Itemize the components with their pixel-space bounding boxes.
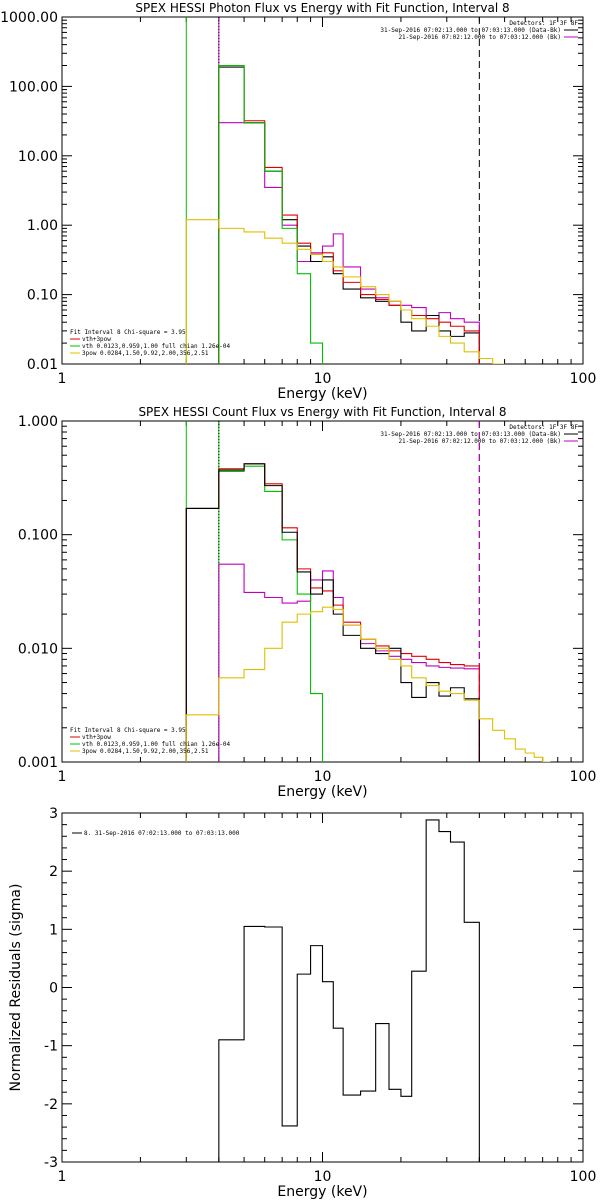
legend-entry: vth 0.0123,0.959,1.00 full chian 1.26e-0… [82, 343, 230, 350]
y-tick-label: 0 [49, 981, 58, 997]
legend-entry: 31-Sep-2016 07:02:13.000 to 07:03:13.000… [380, 27, 561, 34]
x-tick-label: 1 [58, 769, 67, 785]
y-tick-label: 3 [49, 806, 58, 822]
legend-entry: 8. 31-Sep-2016 07:02:13.000 to 07:03:13.… [84, 830, 240, 837]
chart-count: SPEX HESSI Count Flux vs Energy with Fit… [18, 405, 596, 800]
x-tick-label: 1 [58, 371, 67, 387]
y-tick-label: 1.00 [27, 218, 58, 234]
data-layer [218, 819, 480, 1162]
legend-entry: 31-Sep-2016 07:02:13.000 to 07:03:13.000… [380, 431, 561, 438]
series-step-1 [218, 66, 480, 364]
series-step-2 [218, 64, 480, 364]
legend-header: Fit Interval 8 Chi-square = 3.95 [70, 329, 186, 336]
legend-entry: 3pow 0.0284,1.50,9.92,2.00,356,2.51 [82, 350, 209, 357]
series-step-4 [185, 219, 505, 364]
data-layer [185, 421, 551, 762]
y-tick-label: 0.001 [18, 755, 58, 771]
x-axis-label: Energy (keV) [277, 784, 367, 800]
plot-frame [61, 812, 584, 1163]
y-tick-label: 0.100 [18, 528, 58, 544]
series-step-3 [185, 463, 480, 762]
y-tick-label: 10.00 [18, 149, 58, 165]
legend-entry: 3pow 0.0284,1.50,9.92,2.00,356,2.51 [82, 748, 209, 755]
legend-entry: 21-Sep-2016 07:02:12.000 to 07:03:12.000… [398, 438, 561, 445]
y-tick-label: 100.00 [9, 79, 58, 95]
chart-photon: SPEX HESSI Photon Flux vs Energy with Fi… [0, 1, 596, 402]
data-layer [185, 17, 505, 364]
chart-resid: 1 10 100 -3 -2 -1 0 1 2 3 Energy (keV) Normalized R… [8, 806, 596, 1200]
x-tick-label: 10 [314, 371, 332, 387]
y-tick-label: 1.000 [18, 414, 58, 430]
y-tick-label: 1000.00 [0, 10, 58, 26]
x-axis-label: Energy (keV) [277, 1184, 367, 1200]
y-tick-label: 0.01 [27, 357, 58, 373]
series-step-0 [218, 819, 480, 1162]
legend-entry: 21-Sep-2016 07:02:12.000 to 07:03:12.000… [398, 34, 561, 41]
series-step-0 [218, 122, 480, 364]
legend-header: Detectors: 1F 3F 8F [509, 424, 578, 431]
legend-entry: vth+3pow [82, 336, 111, 343]
chart-title: SPEX HESSI Count Flux vs Energy with Fit… [138, 405, 506, 419]
x-tick-label: 10 [314, 1169, 332, 1185]
legend-entry: vth+3pow [82, 734, 111, 741]
series-step-0 [218, 563, 480, 762]
series-step-4 [185, 606, 551, 762]
x-tick-label: 100 [570, 1169, 597, 1185]
x-tick-label: 10 [314, 769, 332, 785]
x-tick-label: 1 [58, 1169, 67, 1185]
x-tick-label: 100 [570, 769, 597, 785]
series-step-3 [218, 64, 324, 364]
y-tick-label: -1 [44, 1039, 58, 1055]
plot-frame [61, 16, 584, 365]
chart-title: SPEX HESSI Photon Flux vs Energy with Fi… [135, 1, 509, 15]
y-tick-label: 1 [49, 922, 58, 938]
y-tick-label: -3 [44, 1155, 58, 1171]
legend-header: Detectors: 1F 3F 8F [509, 20, 578, 27]
y-axis-label: Normalized Residuals (sigma) [8, 884, 24, 1092]
y-tick-label: 0.010 [18, 641, 58, 657]
y-tick-label: 2 [49, 864, 58, 880]
y-tick-label: 0.10 [27, 288, 58, 304]
x-tick-label: 100 [570, 371, 597, 387]
legend-entry: vth 0.0123,0.959,1.00 full chian 1.26e-0… [82, 741, 230, 748]
x-axis-label: Energy (keV) [277, 386, 367, 402]
y-tick-label: -2 [44, 1097, 58, 1113]
legend-header: Fit Interval 8 Chi-square = 3.95 [70, 727, 186, 734]
